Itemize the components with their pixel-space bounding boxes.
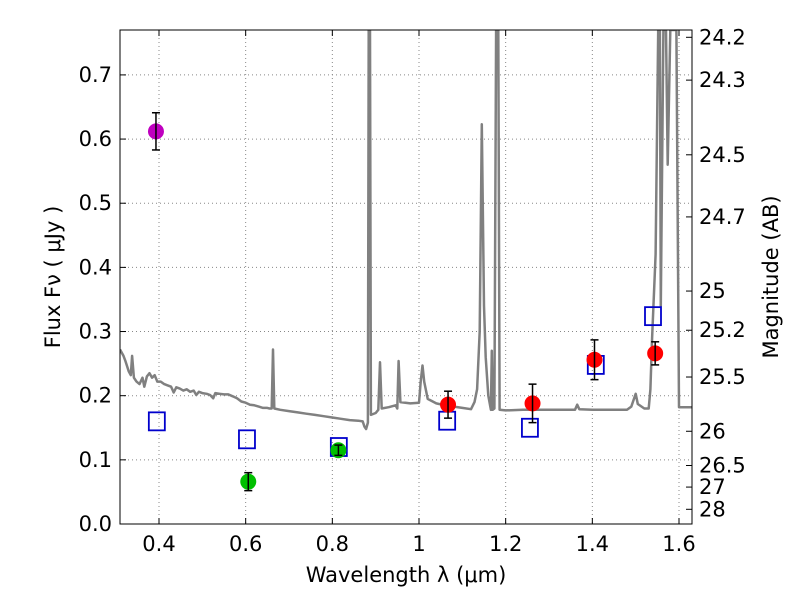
y-tick-label: 0.4 xyxy=(79,255,112,279)
mag-tick-label: 24.3 xyxy=(699,68,746,92)
x-tick-label: 1.6 xyxy=(662,532,695,556)
mag-tick-label: 24.2 xyxy=(699,25,746,49)
mag-tick-label: 26 xyxy=(699,419,726,443)
mag-tick-label: 25.2 xyxy=(699,318,746,342)
y-tick-label: 0.6 xyxy=(79,127,112,151)
x-tick-label: 0.6 xyxy=(229,532,262,556)
mag-tick-label: 24.7 xyxy=(699,205,746,229)
y-tick-label: 0.0 xyxy=(79,512,112,536)
y-tick-label: 0.2 xyxy=(79,384,112,408)
x-tick-label: 0.8 xyxy=(316,532,349,556)
model-photometry-square xyxy=(438,410,457,431)
axis-ticks xyxy=(120,30,692,525)
mag-tick-label: 25 xyxy=(699,279,726,303)
mag-tick-label: 28 xyxy=(699,497,726,521)
model-photometry-square xyxy=(521,417,539,438)
y-tick-label: 0.3 xyxy=(79,320,112,344)
mag-tick-label: 27 xyxy=(699,475,726,499)
model-spectrum-line xyxy=(120,30,692,431)
y-tick-label: 0.1 xyxy=(79,448,112,472)
y-tick-label: 0.7 xyxy=(79,63,112,87)
y-tick-label: 0.5 xyxy=(79,191,112,215)
grid-lines xyxy=(120,30,692,525)
mag-tick-label: 24.5 xyxy=(699,143,746,167)
model-photometry-square xyxy=(147,411,166,432)
right-axis-label: Magnitude (AB) xyxy=(759,195,783,358)
model-photometry-square xyxy=(644,306,662,327)
x-tick-label: 1 xyxy=(412,532,425,556)
plot-frame xyxy=(119,29,693,525)
x-axis-label: Wavelength λ (μm) xyxy=(306,563,507,587)
x-tick-label: 1.2 xyxy=(489,532,522,556)
x-tick-label: 1.4 xyxy=(576,532,609,556)
y-axis-label: Flux Fν ( μJy ) xyxy=(41,206,65,349)
mag-tick-label: 26.5 xyxy=(699,453,746,477)
model-photometry-square xyxy=(238,429,256,450)
tick-labels: 0.4 0.6 0.8 1 1.2 1.4 1.6 0.0 0.1 0.2 0.3 0.4 0.5 0.6… xyxy=(79,25,746,556)
plot-series xyxy=(120,30,692,492)
x-tick-label: 0.4 xyxy=(142,532,175,556)
mag-tick-label: 25.5 xyxy=(699,365,746,389)
